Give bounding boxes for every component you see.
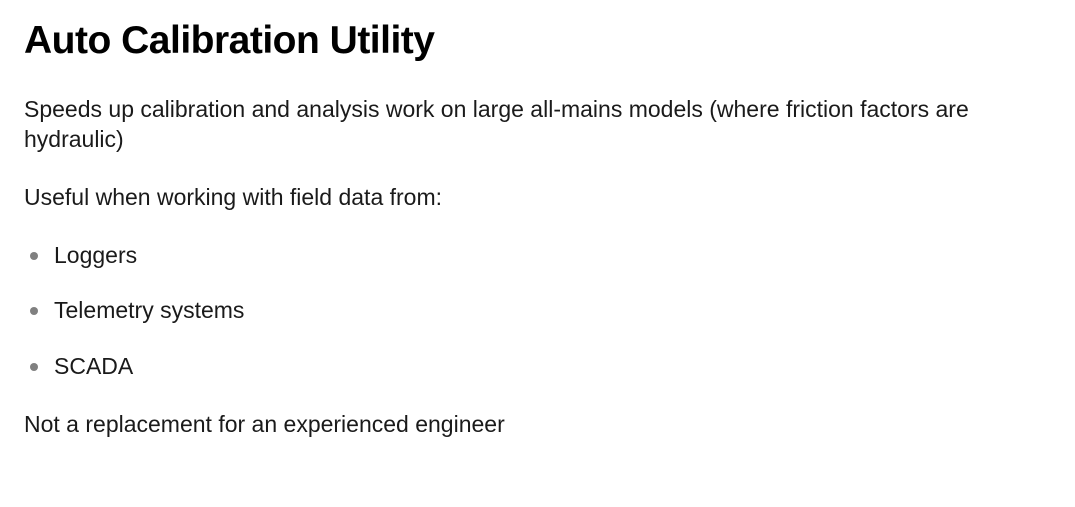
list-intro-paragraph: Useful when working with field data from… (24, 183, 1051, 213)
list-item-label: Loggers (54, 241, 137, 271)
page-title: Auto Calibration Utility (24, 20, 1051, 63)
bullet-list: Loggers Telemetry systems SCADA (24, 241, 1051, 383)
intro-paragraph: Speeds up calibration and analysis work … (24, 95, 1051, 155)
bullet-icon (30, 252, 38, 260)
bullet-icon (30, 307, 38, 315)
closing-paragraph: Not a replacement for an experienced eng… (24, 410, 1051, 440)
list-item: Loggers (30, 241, 1051, 271)
list-item-label: SCADA (54, 352, 133, 382)
list-item: SCADA (30, 352, 1051, 382)
bullet-icon (30, 363, 38, 371)
list-item: Telemetry systems (30, 296, 1051, 326)
list-item-label: Telemetry systems (54, 296, 244, 326)
